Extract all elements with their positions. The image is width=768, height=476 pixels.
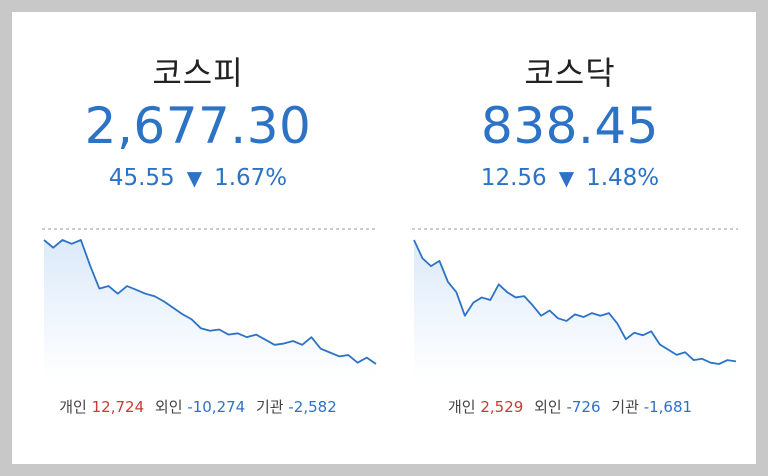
index-value: 2,677.30 <box>84 97 312 155</box>
change-percent: 1.48% <box>586 165 660 191</box>
flow-value-individual: 12,724 <box>91 398 145 416</box>
price-line <box>413 239 737 365</box>
index-value: 838.45 <box>481 97 659 155</box>
flow-label-individual: 개인 <box>447 398 476 416</box>
flow-label-foreign: 외인 <box>534 398 562 416</box>
down-triangle-icon: ▼ <box>186 166 203 190</box>
investor-flows: 개인 2,529 외인 -726 기관 -1,681 <box>384 396 756 417</box>
flow-value-institution: -1,681 <box>643 398 693 416</box>
kosdaq-intraday-chart <box>412 228 738 378</box>
index-change: 45.55 ▼ 1.67% <box>12 165 384 191</box>
chart-area-fill <box>414 229 736 378</box>
flow-value-institution: -2,582 <box>288 398 337 416</box>
kosdaq-panel[interactable]: 코스닥 838.45 12.56 ▼ 1.48% 개인 2,529 외인 -726 … <box>384 12 756 464</box>
flow-value-individual: 2,529 <box>480 398 524 416</box>
flow-value-foreign: -726 <box>566 398 601 416</box>
chart-area-fill <box>44 229 376 378</box>
index-name: 코스피 <box>152 54 244 92</box>
flow-label-individual: 개인 <box>59 398 87 416</box>
index-name: 코스닥 <box>524 54 616 92</box>
change-points: 12.56 <box>480 165 547 191</box>
investor-flows: 개인 12,724 외인 -10,274 기관 -2,582 <box>12 396 384 417</box>
down-triangle-icon: ▼ <box>558 166 575 190</box>
market-indices-card: 코스피 2,677.30 45.55 ▼ 1.67% 개인 12,724 외인 -1… <box>12 12 756 464</box>
flow-label-institution: 기관 <box>256 398 284 416</box>
change-percent: 1.67% <box>214 165 288 191</box>
index-change: 12.56 ▼ 1.48% <box>384 165 756 191</box>
kospi-panel[interactable]: 코스피 2,677.30 45.55 ▼ 1.67% 개인 12,724 외인 -1… <box>12 12 384 464</box>
kospi-intraday-chart <box>42 228 378 378</box>
price-line <box>43 239 377 365</box>
flow-label-institution: 기관 <box>611 398 639 416</box>
flow-value-foreign: -10,274 <box>187 398 246 416</box>
change-points: 45.55 <box>108 165 175 191</box>
flow-label-foreign: 외인 <box>154 398 183 416</box>
